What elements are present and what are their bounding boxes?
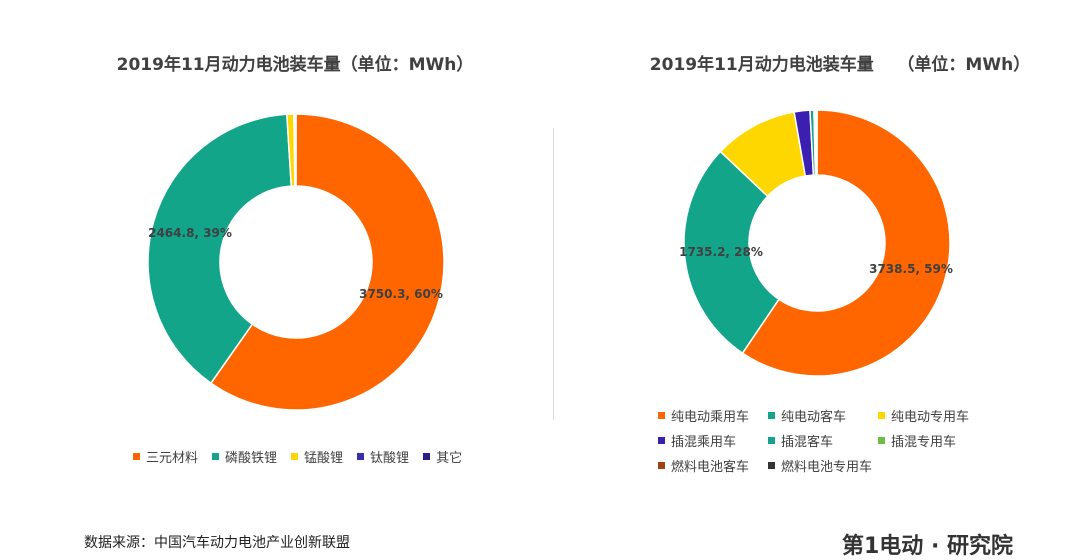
legend-right: 纯电动乘用车 纯电动客车 纯电动专用车插混乘用车 插混客车 插混专用车燃料电池客车 燃料电… (658, 406, 1038, 481)
charts-canvas: 3750.3, 60% 2464.8, 39% 3738.5, 59% 1735.2,… (147, 109, 953, 411)
legend-swatch-1-0 (658, 412, 665, 419)
donut-slice-0-1 (147, 113, 293, 385)
legend-item-1-7: 燃料电池专用车 (768, 456, 878, 475)
legend-swatch-0-1 (212, 453, 220, 460)
legend-item-0-2: 锰酸锂 (291, 447, 343, 466)
legend-label-0-1: 磷酸铁锂 (225, 451, 278, 466)
legend-item-1-1: 纯电动客车 (768, 406, 878, 425)
legend-label-1-7: 燃料电池专用车 (781, 460, 873, 475)
data-label-0-0: 3750.3, 60% (359, 287, 443, 301)
legend-item-0-3: 钛酸锂 (357, 447, 409, 466)
chart-title-right: 2019年11月动力电池装车量 （单位：MWh） (649, 55, 1031, 75)
legend-item-1-2: 纯电动专用车 (878, 406, 988, 425)
data-label-1-0: 3738.5, 59% (869, 262, 953, 276)
legend-swatch-0-4 (423, 453, 431, 460)
legend-label-1-6: 燃料电池客车 (671, 460, 750, 475)
legend-label-1-0: 纯电动乘用车 (671, 410, 750, 425)
legend-swatch-0-0 (133, 453, 140, 460)
legend-swatch-0-3 (357, 453, 365, 460)
data-label-1-1: 1735.2, 28% (679, 245, 763, 259)
source-note: 数据来源：中国汽车动力电池产业创新联盟 (84, 535, 350, 551)
legend-swatch-1-5 (878, 437, 885, 444)
donut-slice-1-7 (815, 109, 818, 176)
legend-swatch-1-1 (768, 412, 775, 419)
legend-label-0-0: 三元材料 (146, 451, 199, 466)
legend-label-0-3: 钛酸锂 (370, 451, 410, 466)
legend-swatch-1-4 (768, 437, 775, 444)
legend-swatch-1-3 (658, 437, 665, 444)
legend-label-0-4: 其它 (436, 451, 463, 466)
legend-label-0-2: 锰酸锂 (304, 451, 344, 466)
legend-item-1-4: 插混客车 (768, 431, 878, 450)
legend-label-1-3: 插混乘用车 (671, 435, 737, 450)
legend-label-1-5: 插混专用车 (891, 435, 957, 450)
legend-label-1-4: 插混客车 (781, 435, 834, 450)
donut-slice-1-1 (683, 150, 780, 355)
legend-label-1-1: 纯电动客车 (781, 410, 847, 425)
legend-swatch-1-6 (658, 462, 665, 469)
legend-label-1-2: 纯电动专用车 (891, 410, 970, 425)
donut-slice-0-0 (209, 113, 445, 411)
legend-item-1-0: 纯电动乘用车 (658, 406, 768, 425)
legend-item-0-0: 三元材料 (133, 447, 198, 466)
legend-left: 三元材料 磷酸铁锂 锰酸锂 钛酸锂 其它 (133, 447, 476, 466)
chart-title-left: 2019年11月动力电池装车量（单位：MWh） (116, 55, 474, 75)
brand-logo: 第1电动 · 研究院 (842, 534, 1013, 559)
legend-item-1-6: 燃料电池客车 (658, 456, 768, 475)
legend-item-0-4: 其它 (423, 447, 462, 466)
donut-slice-0-4 (294, 113, 297, 187)
legend-item-1-5: 插混专用车 (878, 431, 988, 450)
divider (553, 128, 554, 420)
legend-item-1-3: 插混乘用车 (658, 431, 768, 450)
donut-slice-1-0 (741, 109, 951, 377)
data-label-0-1: 2464.8, 39% (148, 226, 232, 240)
legend-item-0-1: 磷酸铁锂 (212, 447, 277, 466)
legend-swatch-1-2 (878, 412, 885, 419)
legend-swatch-0-2 (291, 453, 299, 460)
legend-swatch-1-7 (768, 462, 775, 469)
